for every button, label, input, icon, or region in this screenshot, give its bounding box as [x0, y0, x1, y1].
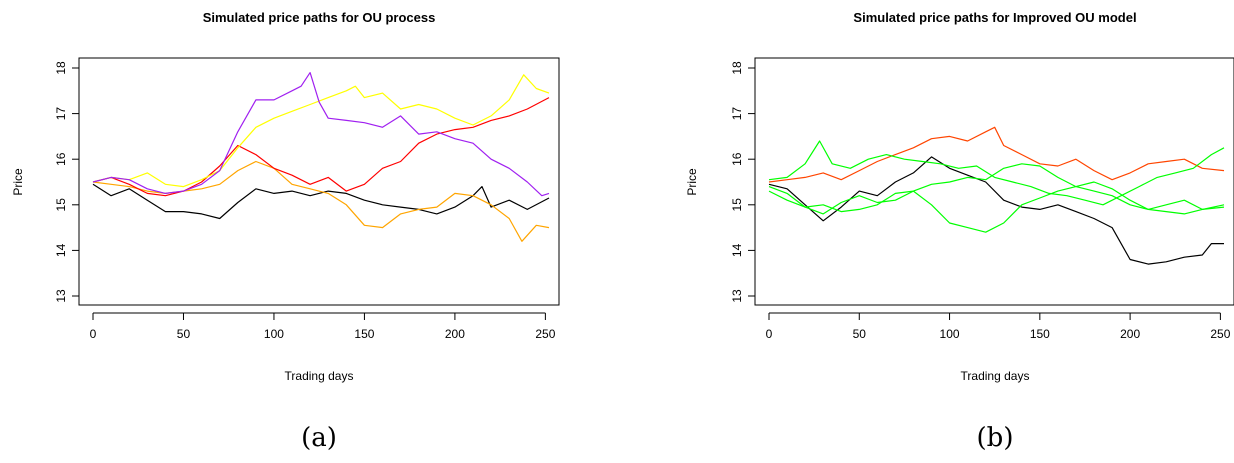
series-line-3	[768, 140, 1225, 206]
x-tick-label: 50	[853, 327, 867, 341]
x-tick-label: 50	[177, 327, 191, 341]
axis-ticks: 0 50 100 150 200 250 13 14 15 16 17 18	[730, 61, 1231, 341]
series-group	[92, 71, 550, 242]
y-axis-label: Price	[11, 168, 25, 196]
y-tick-label: 16	[730, 152, 744, 166]
y-tick-label: 14	[730, 243, 744, 257]
x-tick-label: 0	[90, 327, 97, 341]
x-tick-label: 100	[940, 327, 960, 341]
chart-panel-a: Simulated price paths for OU process Pri…	[11, 10, 560, 453]
series-group	[768, 126, 1225, 265]
series-line-5	[92, 71, 550, 197]
y-tick-label: 16	[54, 152, 68, 166]
y-tick-label: 15	[730, 198, 744, 212]
y-tick-label: 15	[54, 198, 68, 212]
series-line-5	[768, 163, 1225, 215]
y-tick-label: 13	[730, 289, 744, 303]
panel-caption: (b)	[977, 423, 1014, 453]
series-line-4	[92, 74, 550, 188]
series-line-2	[768, 126, 1225, 183]
y-tick-label: 14	[54, 243, 68, 257]
y-tick-label: 18	[730, 61, 744, 75]
x-tick-label: 150	[1030, 327, 1050, 341]
chart-title: Simulated price paths for Improved OU mo…	[853, 10, 1136, 25]
x-tick-label: 250	[535, 327, 555, 341]
series-line-4	[768, 181, 1225, 233]
y-tick-label: 18	[54, 61, 68, 75]
x-tick-label: 0	[766, 327, 773, 341]
x-tick-label: 250	[1210, 327, 1230, 341]
x-axis-label: Trading days	[961, 369, 1030, 383]
y-tick-label: 17	[730, 107, 744, 121]
series-line-1	[92, 183, 550, 220]
series-line-3	[92, 97, 550, 197]
y-tick-label: 17	[54, 107, 68, 121]
chart-panel-b: Simulated price paths for Improved OU mo…	[685, 10, 1234, 453]
x-tick-label: 200	[445, 327, 465, 341]
y-axis-label: Price	[685, 168, 699, 196]
x-tick-label: 100	[264, 327, 284, 341]
x-tick-label: 200	[1120, 327, 1140, 341]
y-tick-label: 13	[54, 289, 68, 303]
series-line-1	[768, 156, 1224, 265]
x-tick-label: 150	[354, 327, 374, 341]
chart-title: Simulated price paths for OU process	[203, 10, 436, 25]
axis-ticks: 0 50 100 150 200 250 13 14 15 16 17 18	[54, 61, 556, 341]
x-axis-label: Trading days	[285, 369, 354, 383]
plot-box	[754, 57, 1234, 306]
panel-caption: (a)	[301, 423, 337, 453]
series-line-2	[92, 160, 550, 242]
